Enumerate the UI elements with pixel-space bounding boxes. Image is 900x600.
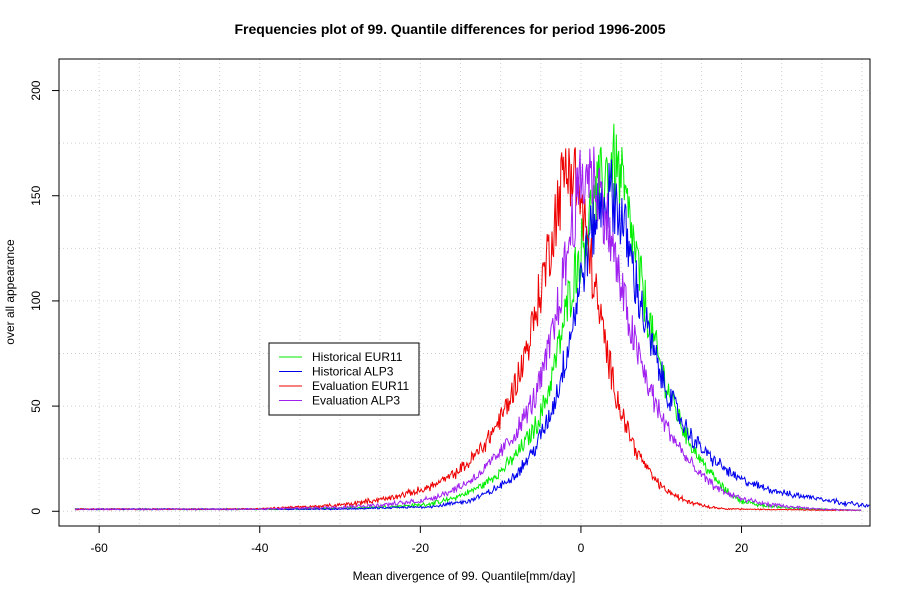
legend-label: Historical EUR11 [312, 350, 403, 364]
x-tick-label: 0 [578, 541, 585, 555]
y-tick-label: 0 [29, 508, 43, 515]
series-line [74, 147, 862, 512]
y-tick-label: 150 [29, 185, 43, 205]
y-tick-label: 50 [29, 399, 43, 413]
legend-label: Historical ALP3 [312, 365, 394, 379]
x-tick-label: -40 [251, 541, 269, 555]
legend-box [268, 342, 420, 416]
y-axis-label: over all appearance [3, 239, 17, 345]
plot-frame [58, 58, 871, 527]
grid [59, 59, 870, 526]
legend-label: Evaluation EUR11 [312, 379, 409, 393]
series-line [74, 159, 870, 511]
chart-title: Frequencies plot of 99. Quantile differe… [234, 21, 666, 37]
series-line [74, 123, 862, 511]
x-tick-label: -60 [90, 541, 108, 555]
y-tick-label: 200 [29, 80, 43, 100]
y-tick-label: 100 [29, 291, 43, 311]
legend-label: Evaluation ALP3 [312, 394, 400, 408]
x-tick-label: -20 [412, 541, 430, 555]
x-tick-label: 20 [735, 541, 749, 555]
series-lines [74, 123, 870, 512]
series-line [75, 146, 862, 512]
x-axis-label: Mean divergence of 99. Quantile[mm/day] [352, 569, 576, 583]
